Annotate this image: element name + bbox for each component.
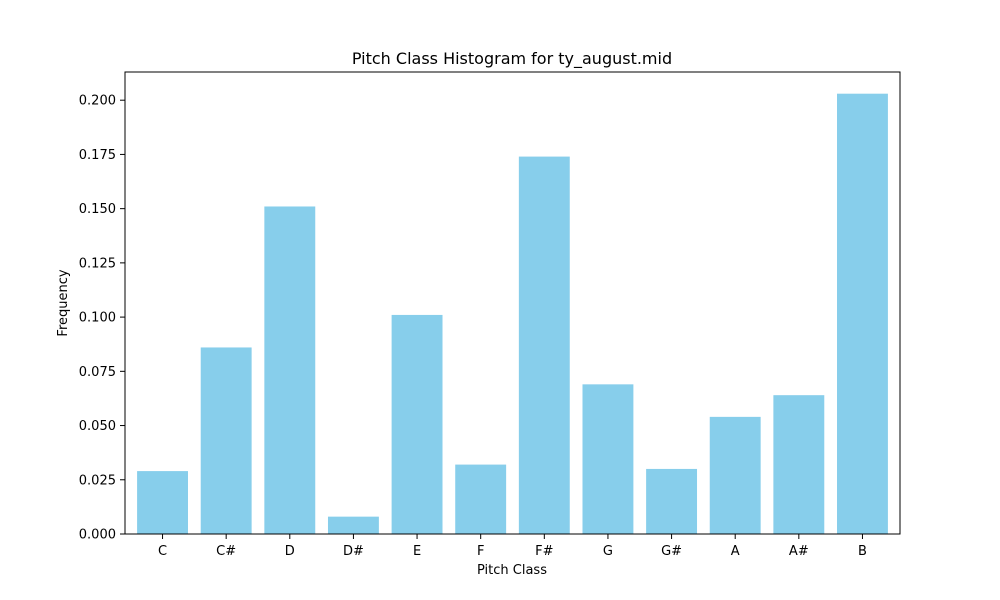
bar-f-sharp (518, 156, 570, 534)
bar-d (264, 206, 316, 535)
x-tick-label: C (158, 544, 167, 559)
bar-a (709, 416, 761, 534)
bar-d-sharp (327, 516, 379, 534)
bar-g-sharp (646, 468, 698, 534)
y-tick-label: 0.200 (79, 94, 116, 109)
y-axis: 0.000 0.025 0.050 0.075 0.100 0.125 0.150 0.175… (79, 94, 125, 543)
y-tick-label: 0.100 (79, 311, 116, 326)
x-tick-label: G# (661, 544, 682, 559)
x-tick-label: C# (216, 544, 236, 559)
x-axis: C C# D D# E F F# G G# A A# B (158, 534, 867, 559)
plot-frame (124, 71, 901, 535)
bar-c (137, 471, 188, 534)
y-tick-label: 0.150 (79, 202, 116, 217)
bars-group (137, 93, 888, 535)
x-tick-label: A (731, 544, 740, 559)
y-axis-label: Frequency (56, 269, 71, 336)
bar-f (455, 464, 507, 534)
bar-b (837, 93, 888, 534)
y-tick-label: 0.000 (79, 528, 116, 543)
x-tick-label: D (285, 544, 295, 559)
bar-g (582, 384, 634, 534)
x-tick-label: G (603, 544, 613, 559)
x-tick-label: E (413, 544, 421, 559)
y-tick-label: 0.075 (79, 365, 116, 380)
bar-c-sharp (200, 347, 252, 534)
bar-a-sharp (773, 395, 825, 534)
y-tick-label: 0.050 (79, 419, 116, 434)
chart-title: Pitch Class Histogram for ty_august.mid (352, 49, 672, 69)
x-tick-label: A# (789, 544, 809, 559)
bar-e (391, 314, 443, 534)
y-tick-label: 0.125 (79, 256, 116, 271)
x-tick-label: F (477, 544, 484, 559)
x-tick-label: F# (535, 544, 553, 559)
x-tick-label: D# (343, 544, 364, 559)
x-tick-label: B (858, 544, 867, 559)
y-tick-label: 0.175 (79, 148, 116, 163)
y-tick-label: 0.025 (79, 473, 116, 488)
x-axis-label: Pitch Class (477, 563, 547, 578)
